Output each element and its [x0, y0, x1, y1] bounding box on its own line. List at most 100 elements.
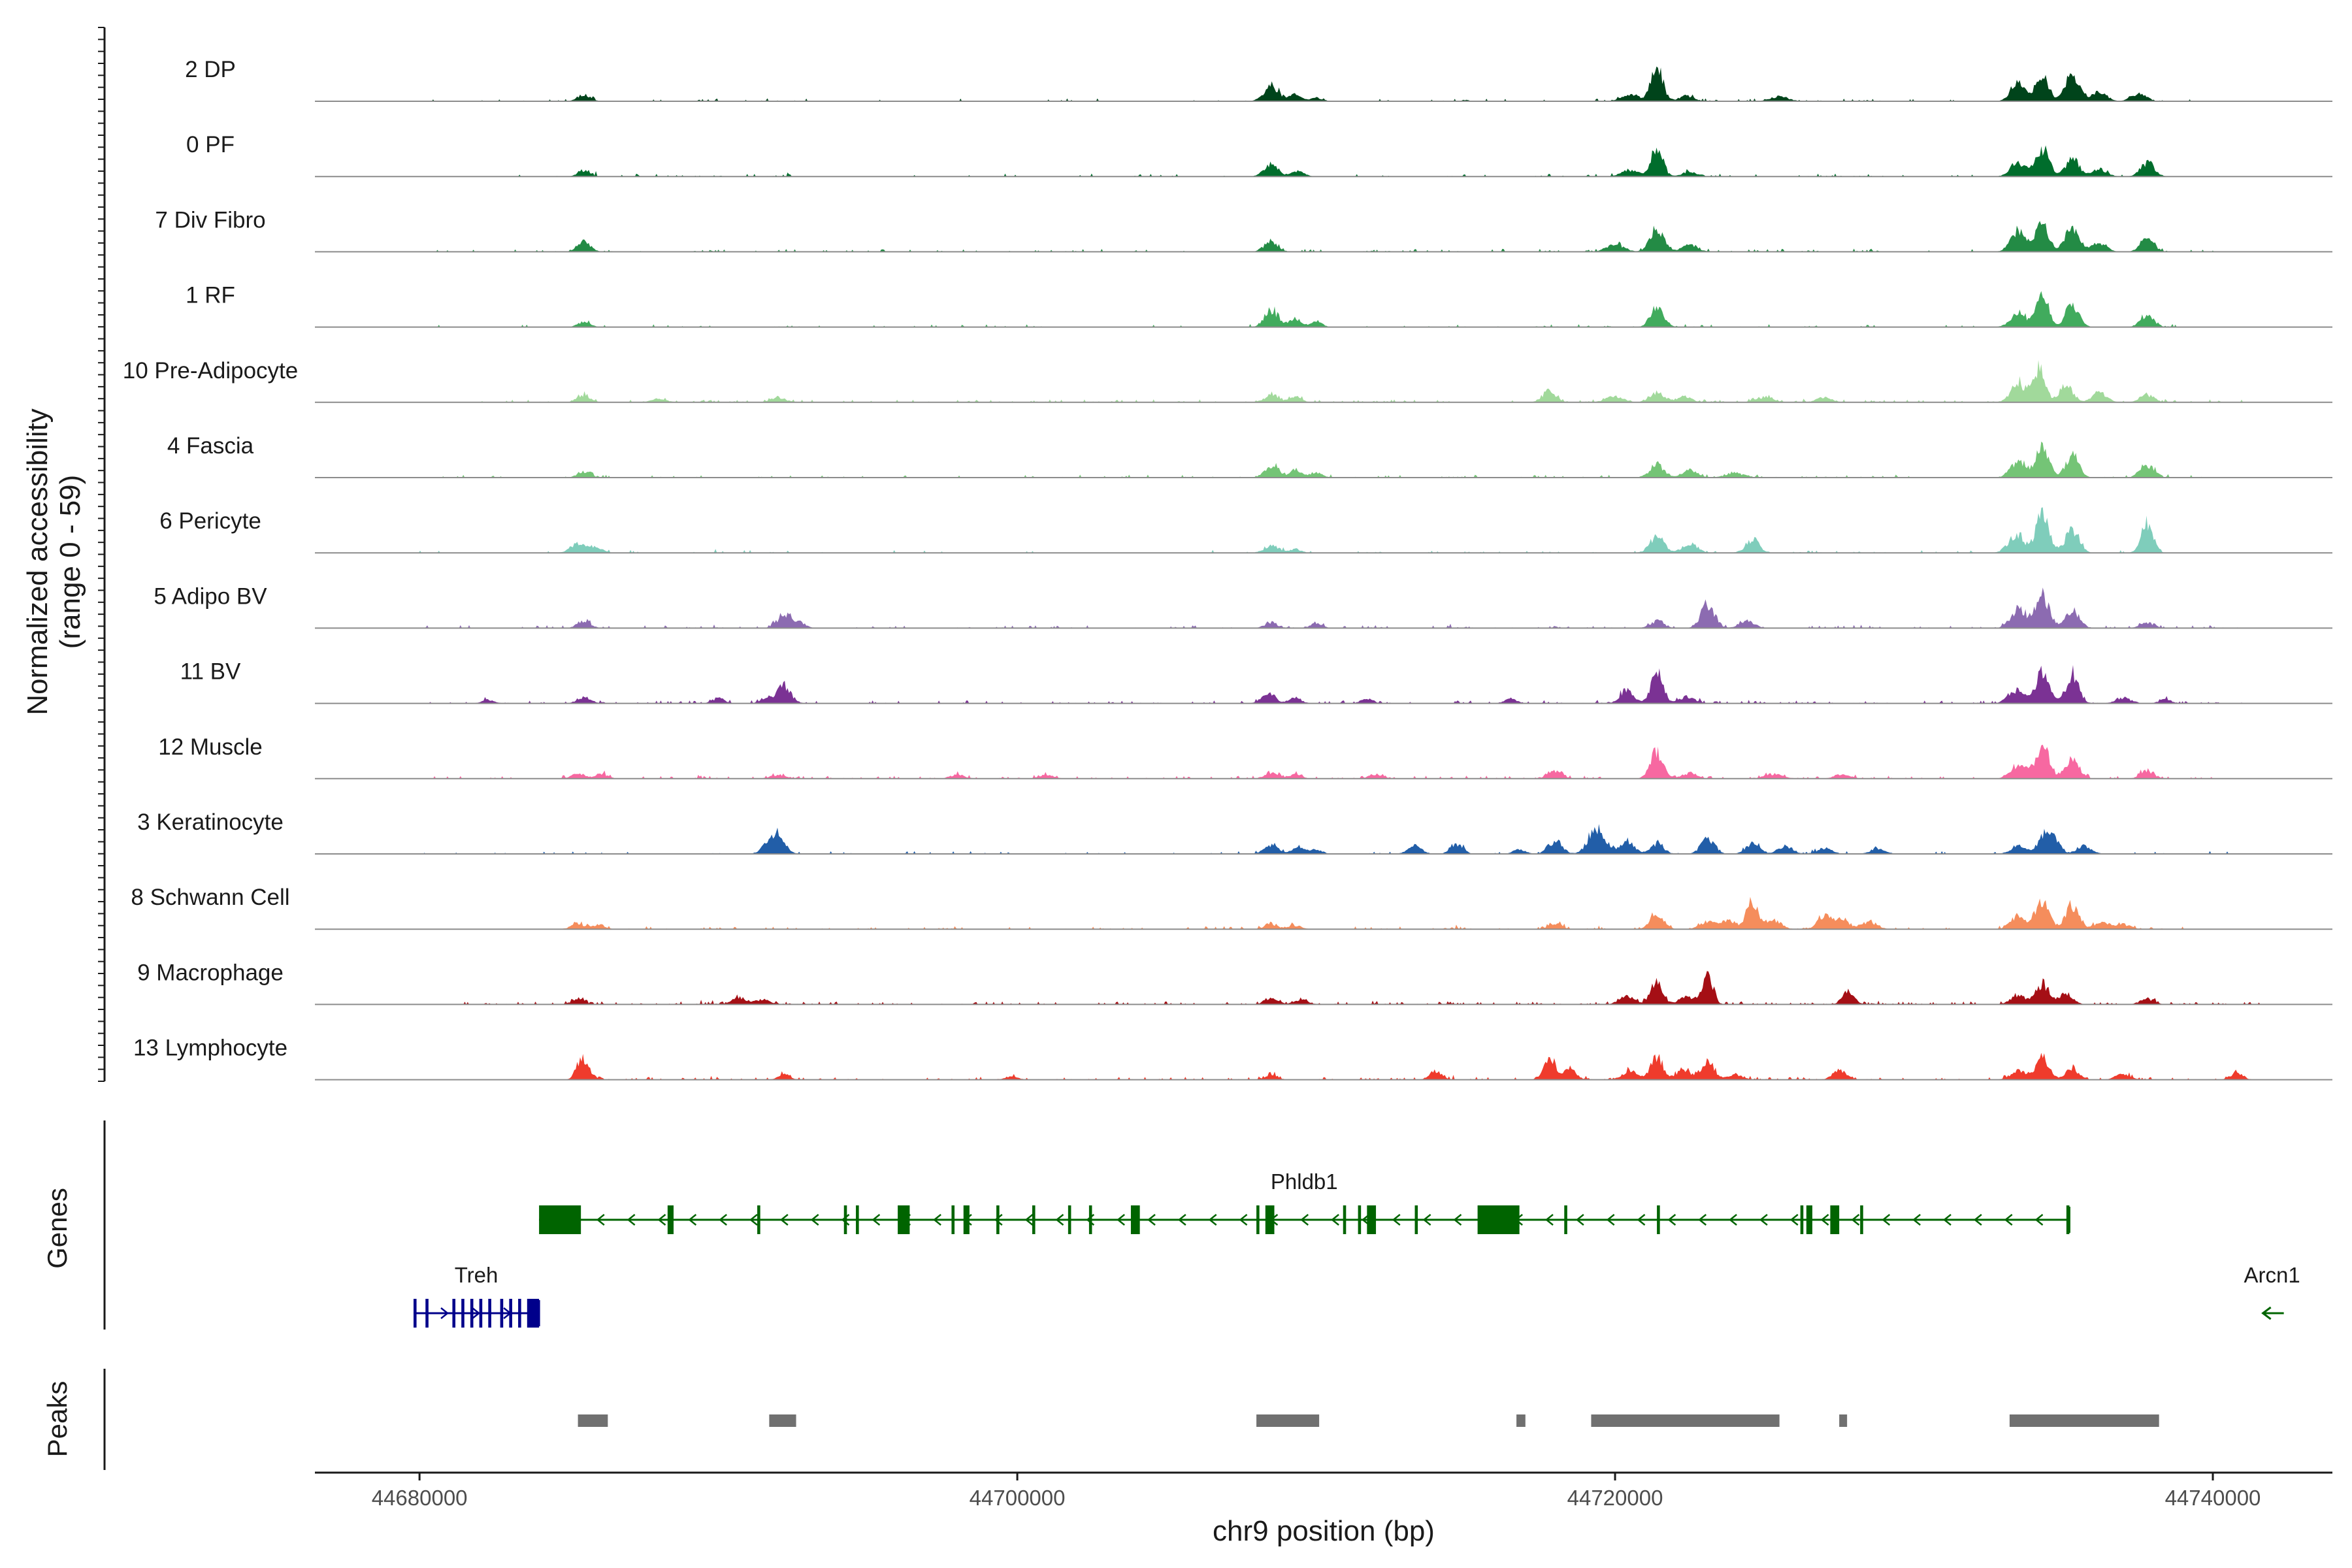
track-label: 3 Keratinocyte [137, 809, 284, 835]
gene-exon [470, 1299, 474, 1328]
gene-exon [1800, 1205, 1804, 1234]
gene-exon [1657, 1205, 1660, 1234]
gene-exon [1032, 1205, 1036, 1234]
gene-strand-chevron [1973, 1214, 1982, 1226]
gene-exon [963, 1205, 970, 1234]
coverage-area-13-lymphocyte [315, 1053, 2332, 1080]
gene-exon [488, 1299, 491, 1328]
gene-exon [1564, 1205, 1567, 1234]
gene-strand-chevron [688, 1214, 697, 1226]
coverage-area-7-div-fibro [315, 221, 2332, 252]
gene-exon [1343, 1205, 1347, 1234]
coverage-area-10-pre-adipocyte [315, 360, 2332, 402]
gene-strand-chevron [1759, 1214, 1768, 1226]
gene-exon [1358, 1205, 1362, 1234]
gene-exon [461, 1299, 465, 1328]
track-label: 10 Pre-Adipocyte [123, 358, 298, 384]
gene-exon [425, 1299, 429, 1328]
track-label: 6 Pericyte [159, 508, 261, 534]
gene-exon [1477, 1205, 1520, 1234]
gene-exon [1414, 1205, 1418, 1234]
gene-strand-chevron [1943, 1214, 1952, 1226]
gene-strand-chevron [596, 1214, 605, 1226]
gene-strand-chevron [627, 1214, 636, 1226]
x-tick-label: 44740000 [2165, 1486, 2261, 1510]
gene-strand-chevron [2004, 1214, 2013, 1226]
peak-region [578, 1414, 608, 1427]
gene-strand-chevron [472, 1307, 481, 1319]
gene-label: Phldb1 [1271, 1169, 1338, 1194]
gene-strand-chevron [1820, 1214, 1829, 1226]
gene-exon [539, 1205, 581, 1234]
gene-strand-chevron [719, 1214, 727, 1226]
gene-strand-chevron [1606, 1214, 1615, 1226]
track-label: 8 Schwann Cell [131, 885, 289, 910]
coverage-area-2-dp [315, 66, 2332, 101]
gene-strand-chevron [1789, 1214, 1799, 1226]
gene-strand-chevron [1177, 1214, 1186, 1226]
gene-strand-chevron [1055, 1214, 1064, 1226]
gene-strand-chevron [1300, 1214, 1309, 1226]
coverage-area-11-bv [315, 664, 2332, 704]
coverage-area-4-fascia [315, 441, 2332, 478]
y-axis [98, 27, 106, 1082]
track-label: 13 Lymphocyte [133, 1036, 287, 1061]
peak-region [1516, 1414, 1526, 1427]
coverage-area-0-pf [315, 145, 2332, 177]
gene-strand-chevron [1392, 1214, 1401, 1226]
gene-exon [509, 1299, 512, 1328]
gene-strand-chevron [1698, 1214, 1707, 1226]
gene-strand-chevron [779, 1214, 789, 1226]
x-axis-title: chr9 position (bp) [1213, 1515, 1435, 1547]
track-label: 9 Macrophage [137, 960, 284, 985]
track-label: 4 Fascia [167, 433, 254, 459]
gene-exon [996, 1205, 1000, 1234]
gene-exon [1830, 1205, 1840, 1234]
gene-exon [898, 1205, 910, 1234]
gene-exon [757, 1205, 760, 1234]
coverage-area-9-macrophage [315, 971, 2332, 1005]
track-label: 11 BV [180, 659, 241, 685]
gene-exon [1806, 1205, 1812, 1234]
gene-strand-chevron [810, 1214, 819, 1226]
peak-region [2009, 1414, 2159, 1427]
gene-label: Treh [455, 1263, 498, 1287]
peak-region [769, 1414, 796, 1427]
gene-strand-chevron [872, 1214, 881, 1226]
gene-strand-chevron [1453, 1214, 1462, 1226]
track-label: 1 RF [186, 283, 235, 308]
track-label: 12 Muscle [158, 734, 263, 760]
gene-strand-chevron [2034, 1214, 2044, 1226]
track-label: 7 Div Fibro [155, 207, 265, 233]
y-axis-range-label: (range 0 - 59) [54, 475, 86, 649]
gene-strand-chevron [1729, 1214, 1737, 1226]
gene-strand-chevron [1147, 1214, 1156, 1226]
gene-exon [1367, 1205, 1377, 1234]
peaks-panel [103, 1369, 2159, 1470]
gene-strand-chevron [1912, 1214, 1921, 1226]
gene-exon [1265, 1205, 1275, 1234]
gene-strand-chevron [1208, 1214, 1217, 1226]
coverage-area-1-rf [315, 291, 2332, 327]
track-label: 5 Adipo BV [154, 583, 267, 609]
gene-exon [843, 1205, 847, 1234]
gene-strand-chevron [657, 1214, 666, 1226]
x-tick-label: 44720000 [1567, 1486, 1663, 1510]
coverage-area-12-muscle [315, 744, 2332, 779]
coverage-area-5-adipo-bv [315, 587, 2332, 629]
gene-strand-chevron [1239, 1214, 1248, 1226]
y-axis-title: Normalized accessibility [22, 408, 54, 715]
coverage-area-8-schwann-cell [315, 896, 2332, 930]
coverage-area-6-pericyte [315, 507, 2332, 553]
gene-exon [479, 1299, 483, 1328]
gene-exon [1088, 1205, 1092, 1234]
gene-strand-chevron [1637, 1214, 1646, 1226]
gene-exon [667, 1205, 674, 1234]
gene-strand-chevron [1545, 1214, 1554, 1226]
gene-strand-chevron [440, 1307, 449, 1319]
gene-exon [413, 1299, 417, 1328]
gene-exon [1068, 1205, 1071, 1234]
gene-exon [951, 1205, 955, 1234]
